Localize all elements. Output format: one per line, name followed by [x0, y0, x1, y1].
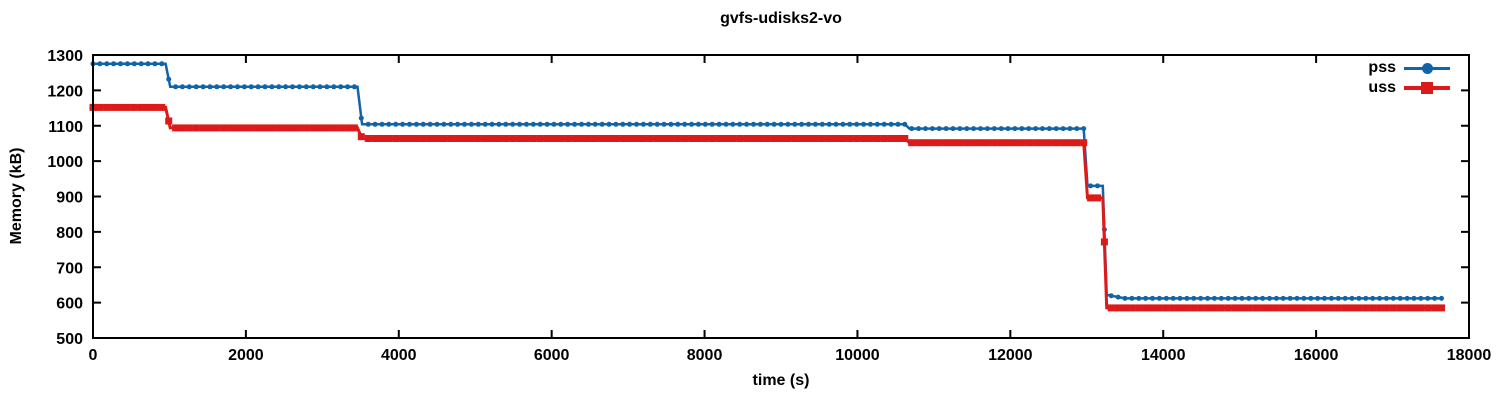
chart-title: gvfs-udisks2-vo [720, 10, 842, 27]
x-tick-label: 12000 [988, 347, 1033, 364]
plot-border [92, 54, 1470, 339]
series-markers-pss [90, 61, 1444, 301]
y-tick-label: 600 [56, 296, 83, 313]
y-tick-label: 900 [56, 190, 83, 207]
y-tick-label: 1300 [47, 48, 83, 65]
x-tick-label: 4000 [381, 347, 417, 364]
series-line-pss [93, 62, 1443, 300]
legend-marker-uss-icon [1421, 82, 1433, 94]
x-tick-label: 16000 [1294, 347, 1339, 364]
x-tick-label: 0 [89, 347, 98, 364]
legend-label-pss: pss [1368, 59, 1396, 76]
y-tick-label: 800 [56, 225, 83, 242]
x-tick-label: 2000 [228, 347, 264, 364]
y-tick-label: 500 [56, 331, 83, 348]
x-tick-label: 6000 [534, 347, 570, 364]
legend-marker-pss-icon [1422, 63, 1433, 74]
x-tick-label: 10000 [835, 347, 880, 364]
legend-label-uss: uss [1368, 79, 1396, 96]
x-axis-label: time (s) [752, 372, 810, 389]
y-tick-label: 1100 [48, 119, 83, 136]
y-tick-label: 700 [56, 260, 83, 277]
y-tick-label: 1200 [47, 83, 83, 100]
x-tick-label: 18000 [1447, 347, 1492, 364]
y-tick-label: 1000 [47, 154, 83, 171]
x-tick-label: 14000 [1141, 347, 1186, 364]
x-tick-label: 8000 [687, 347, 723, 364]
y-axis-label: Memory (kB) [8, 147, 25, 245]
series-markers-uss [89, 103, 1445, 312]
